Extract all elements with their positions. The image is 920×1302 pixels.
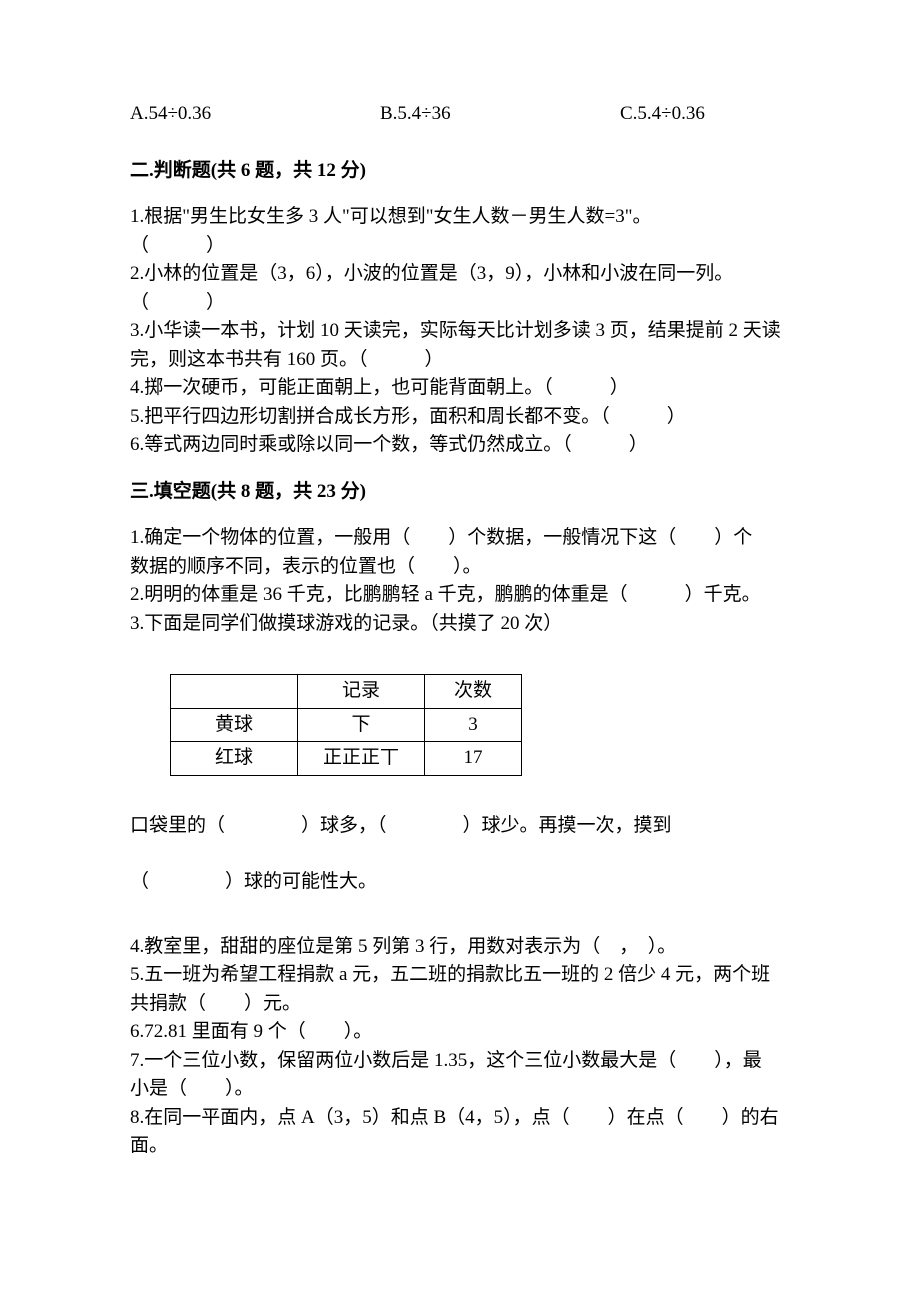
s3-q3-line3: （ ）球的可能性大。 xyxy=(130,868,920,897)
cell-red-count: 17 xyxy=(425,742,522,776)
table-row: 黄球 下 3 xyxy=(171,708,522,742)
s2-q2-line1: 2.小林的位置是（3，6），小波的位置是（3，9），小林和小波在同一列。 xyxy=(130,260,920,289)
tally-table: 记录 次数 黄球 下 3 红球 正正正丅 17 xyxy=(170,674,522,776)
s2-q3-line1: 3.小华读一本书，计划 10 天读完，实际每天比计划多读 3 页，结果提前 2 … xyxy=(130,317,920,346)
section3-header: 三.填空题(共 8 题，共 23 分) xyxy=(130,478,920,507)
cell-red-label: 红球 xyxy=(171,742,298,776)
s3-q7-line1: 7.一个三位小数，保留两位小数后是 1.35，这个三位小数最大是（ ），最 xyxy=(130,1047,920,1076)
s2-q3-line2: 完，则这本书共有 160 页。（ ） xyxy=(130,346,920,375)
s2-q1-line2: （ ） xyxy=(130,232,920,261)
cell-red-tally: 正正正丅 xyxy=(298,742,425,776)
s3-q3-intro: 3.下面是同学们做摸球游戏的记录。（共摸了 20 次） xyxy=(130,610,920,639)
s3-q3-line2: 口袋里的（ ）球多，（ ）球少。再摸一次，摸到 xyxy=(130,812,920,841)
cell-yellow-label: 黄球 xyxy=(171,708,298,742)
section2-header: 二.判断题(共 6 题，共 12 分) xyxy=(130,157,920,186)
th-blank xyxy=(171,675,298,709)
s3-q7-line2: 小是（ ）。 xyxy=(130,1075,920,1104)
spacer xyxy=(130,925,920,933)
s2-q1-line1: 1.根据"男生比女生多 3 人"可以想到"女生人数－男生人数=3"。 xyxy=(130,203,920,232)
option-c: C.5.4÷0.36 xyxy=(620,100,920,129)
th-count: 次数 xyxy=(425,675,522,709)
s3-q6: 6.72.81 里面有 9 个（ ）。 xyxy=(130,1018,920,1047)
s3-q4: 4.教室里，甜甜的座位是第 5 列第 3 行，用数对表示为（ ， ）。 xyxy=(130,933,920,962)
option-b: B.5.4÷36 xyxy=(380,100,620,129)
s3-q1-line2: 数据的顺序不同，表示的位置也（ ）。 xyxy=(130,553,920,582)
s3-q2: 2.明明的体重是 36 千克，比鹏鹏轻 a 千克，鹏鹏的体重是（ ）千克。 xyxy=(130,581,920,610)
s2-q4: 4.掷一次硬币，可能正面朝上，也可能背面朝上。（ ） xyxy=(130,374,920,403)
s2-q2-line2: （ ） xyxy=(130,289,920,318)
s3-q5-line1: 5.五一班为希望工程捐款 a 元，五二班的捐款比五一班的 2 倍少 4 元，两个… xyxy=(130,961,920,990)
option-a: A.54÷0.36 xyxy=(130,100,380,129)
s3-q5-line2: 共捐款（ ）元。 xyxy=(130,990,920,1019)
table-header-row: 记录 次数 xyxy=(171,675,522,709)
s2-q6: 6.等式两边同时乘或除以同一个数，等式仍然成立。（ ） xyxy=(130,431,920,460)
cell-yellow-tally: 下 xyxy=(298,708,425,742)
cell-yellow-count: 3 xyxy=(425,708,522,742)
s2-q5: 5.把平行四边形切割拼合成长方形，面积和周长都不变。（ ） xyxy=(130,403,920,432)
s3-q8-line1: 8.在同一平面内，点 A（3，5）和点 B（4，5），点（ ）在点（ ）的右 xyxy=(130,1104,920,1133)
mc-options-row: A.54÷0.36 B.5.4÷36 C.5.4÷0.36 xyxy=(130,100,920,129)
s3-q8-line2: 面。 xyxy=(130,1132,920,1161)
table-row: 红球 正正正丅 17 xyxy=(171,742,522,776)
th-record: 记录 xyxy=(298,675,425,709)
s3-q1-line1: 1.确定一个物体的位置，一般用（ ）个数据，一般情况下这（ ）个 xyxy=(130,524,920,553)
